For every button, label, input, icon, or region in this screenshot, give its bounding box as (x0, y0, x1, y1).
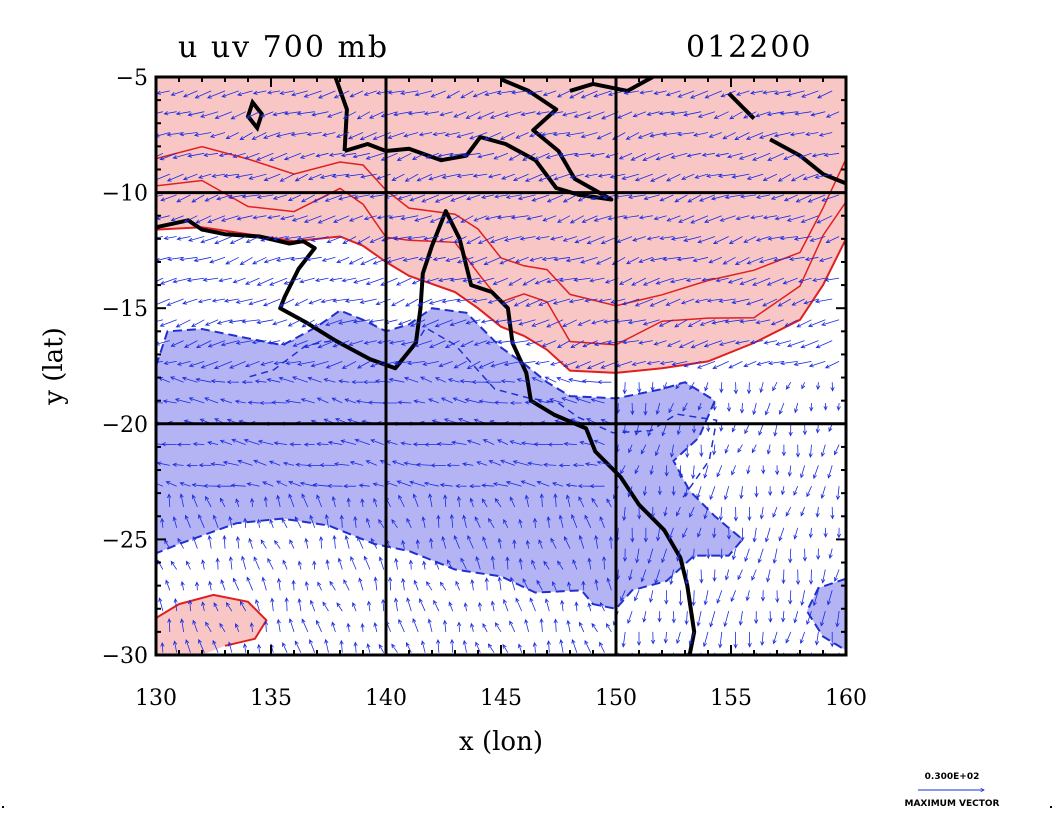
x-tick-label: 155 (710, 686, 752, 711)
corner-marks (2, 806, 1052, 808)
y-tick-label: −25 (102, 528, 148, 553)
x-tick-label: 160 (825, 686, 867, 711)
time-stamp: 012200 (686, 30, 813, 65)
vector-legend: 0.300E+02 MAXIMUM VECTOR (904, 772, 999, 809)
x-tick-label: 135 (250, 686, 292, 711)
x-tick-label: 140 (365, 686, 407, 711)
y-tick-label: −15 (102, 297, 148, 322)
y-axis-label: y (lat) (39, 327, 69, 406)
y-tick-label: −5 (116, 66, 148, 91)
negative-u-region (156, 308, 743, 609)
y-tick-label: −10 (102, 182, 148, 207)
x-tick-label: 145 (480, 686, 522, 711)
x-axis-label: x (lon) (459, 727, 543, 757)
chart-title: u uv 700 mb (178, 30, 389, 65)
vector-legend-value: 0.300E+02 (925, 772, 980, 782)
coastline-solomons (769, 137, 846, 186)
y-tick-label: −30 (102, 644, 148, 669)
positive-contour-sw (156, 593, 268, 647)
x-tick-label: 130 (135, 686, 177, 711)
coastline-new-guinea (344, 77, 614, 202)
coastlines (156, 77, 846, 655)
positive-contour-inner (156, 145, 846, 307)
coastline-new-britain (569, 77, 654, 93)
positive-u-region (156, 77, 846, 373)
positive-u-region-sw (156, 594, 267, 655)
positive-contour (156, 226, 846, 374)
x-tick-labels: 130 135 140 145 150 155 160 (135, 686, 867, 711)
y-tick-label: −20 (102, 413, 148, 438)
shaded-regions (156, 77, 846, 655)
y-tick-labels: −5 −10 −15 −20 −25 −30 (102, 66, 148, 669)
negative-contour (156, 307, 744, 610)
vector-legend-label: MAXIMUM VECTOR (904, 799, 999, 809)
coastline-new-guinea-west (333, 77, 349, 152)
plot-area (156, 77, 846, 655)
axis-ticks (155, 76, 847, 656)
wind-vectors (156, 90, 842, 655)
coastline-island (245, 98, 265, 133)
wind-vector-field (156, 90, 842, 655)
coastline-australia (156, 209, 697, 655)
grid-lines (156, 77, 846, 655)
x-tick-label: 150 (595, 686, 637, 711)
negative-contour-se (805, 577, 846, 652)
